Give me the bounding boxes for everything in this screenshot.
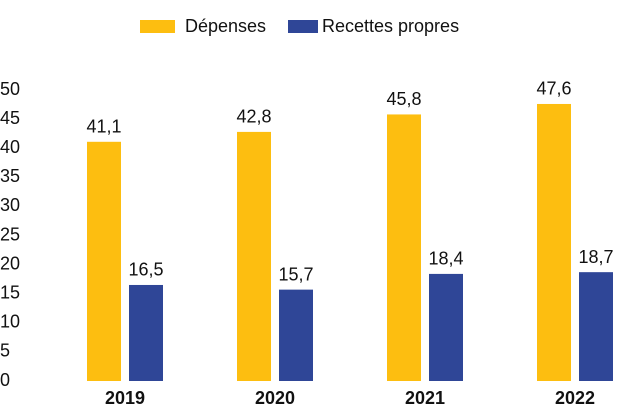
legend-swatch	[288, 20, 318, 33]
bar	[579, 272, 613, 381]
bar	[237, 131, 271, 381]
legend-label: Dépenses	[185, 16, 266, 36]
legend-swatch	[140, 20, 175, 33]
bar	[537, 103, 571, 381]
value-label: 18,7	[578, 247, 613, 267]
y-tick-label: 25	[0, 224, 20, 244]
x-tick-label: 2020	[255, 388, 295, 408]
value-label: 18,4	[428, 249, 463, 269]
y-tick-label: 15	[0, 282, 20, 302]
bar	[129, 284, 163, 381]
value-label: 41,1	[86, 117, 121, 137]
y-tick-label: 35	[0, 166, 20, 186]
bar	[429, 273, 463, 381]
y-tick-label: 20	[0, 253, 20, 273]
value-label: 15,7	[278, 264, 313, 284]
value-label: 42,8	[236, 107, 271, 127]
y-tick-label: 10	[0, 312, 20, 332]
value-label: 45,8	[386, 89, 421, 109]
bar	[279, 289, 313, 381]
y-tick-label: 40	[0, 137, 20, 157]
y-tick-label: 45	[0, 108, 20, 128]
bar	[87, 141, 121, 381]
value-label: 16,5	[128, 260, 163, 280]
bar	[387, 114, 421, 381]
x-tick-label: 2021	[405, 388, 445, 408]
x-tick-label: 2019	[105, 388, 145, 408]
value-label: 47,6	[536, 79, 571, 99]
y-tick-label: 30	[0, 195, 20, 215]
y-tick-label: 5	[0, 341, 10, 361]
y-tick-label: 50	[0, 79, 20, 99]
y-tick-label: 0	[0, 370, 10, 390]
legend-label: Recettes propres	[322, 16, 459, 36]
x-tick-label: 2022	[555, 388, 595, 408]
